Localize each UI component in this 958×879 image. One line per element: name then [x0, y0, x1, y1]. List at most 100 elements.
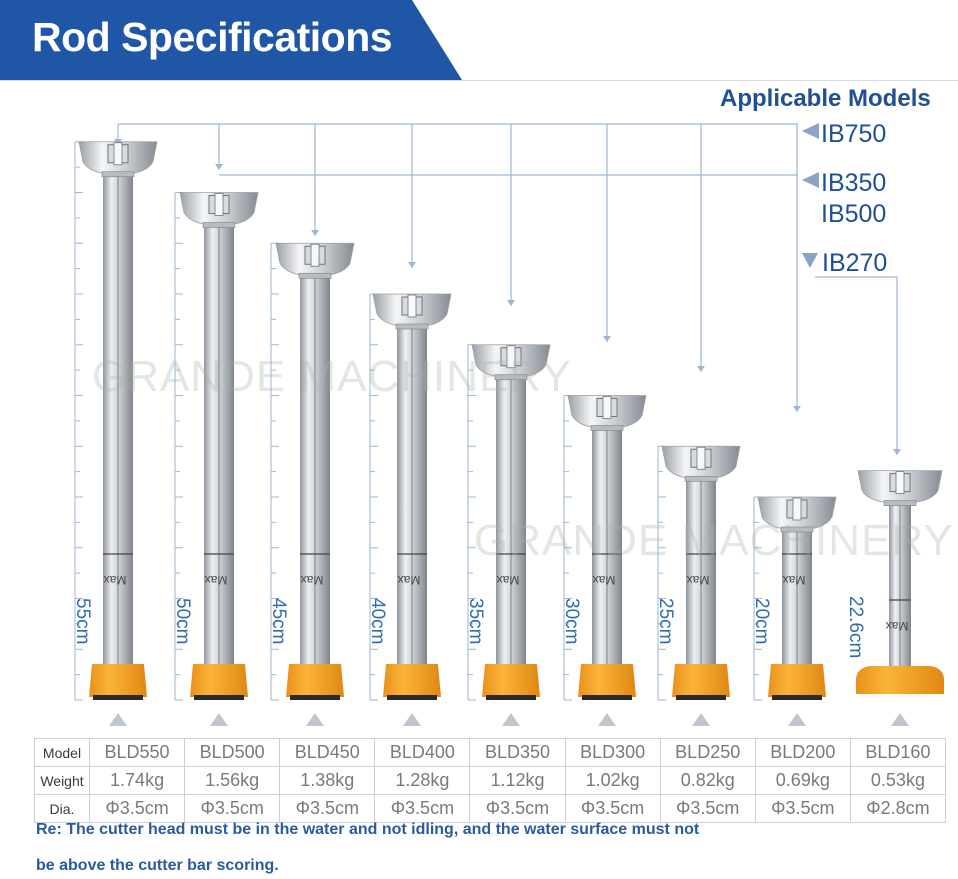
rod-base: [578, 664, 636, 697]
rod-base-foot: [676, 695, 726, 700]
watermark-text: GRANDE MACHINERY: [92, 352, 572, 401]
table-cell-diameter: Φ3.5cm: [564, 794, 661, 823]
cutter-collar: [395, 323, 429, 330]
pointer-triangle: [210, 713, 228, 726]
table-cell-diameter: Φ2.8cm: [849, 794, 947, 823]
pointer-triangle: [109, 713, 127, 726]
cutter-hub: [310, 243, 320, 267]
cutter-collar: [684, 475, 718, 482]
note-line-1: Re: The cutter head must be in the water…: [36, 821, 700, 838]
table-cell-weight: 0.53kg: [849, 766, 947, 795]
pointer-triangle: [306, 713, 324, 726]
cutter-collar: [298, 272, 332, 279]
cutter-collar: [202, 222, 236, 228]
connector-lines: [114, 123, 901, 455]
pointer-triangle: [502, 713, 520, 726]
row-header-diameter: Dia.: [34, 794, 90, 823]
table-cell-weight: 1.12kg: [469, 766, 566, 795]
connector-arrow: [311, 230, 319, 236]
height-label: 40cm: [367, 598, 388, 645]
cutter-collar: [780, 526, 814, 533]
pointer-triangle: [788, 713, 806, 726]
rods-group: Max Max Max Max Max Max Max Max Max: [78, 141, 944, 700]
rod-bld300: Max: [567, 395, 647, 700]
height-label: 25cm: [655, 598, 676, 645]
table-cell-diameter: Φ3.5cm: [754, 794, 851, 823]
rod-base-foot: [772, 695, 822, 700]
rod-bld550: Max: [78, 141, 158, 700]
table-row-diameter: Dia. Φ3.5cm Φ3.5cm Φ3.5cm Φ3.5cm Φ3.5cm Φ3.5c…: [34, 794, 947, 823]
rod-base: [383, 664, 441, 697]
rod-bld350: Max: [471, 344, 551, 700]
rod-base: [672, 664, 730, 697]
ruler-group: [74, 141, 762, 701]
table-cell-model: BLD300: [564, 738, 661, 767]
max-mark-text: Max: [593, 573, 616, 587]
table-cell-model: BLD250: [659, 738, 756, 767]
table-cell-diameter: Φ3.5cm: [469, 794, 566, 823]
rod-bld400: Max: [372, 293, 452, 700]
spec-table: Model BLD550 BLD500 BLD450 BLD400 BLD350 BLD3…: [34, 738, 947, 823]
cutter-hub: [506, 345, 516, 369]
table-cell-weight: 1.56kg: [184, 766, 281, 795]
table-cell-weight: 1.74kg: [88, 766, 186, 795]
pointer-triangles: [109, 713, 909, 726]
row-header-model: Model: [34, 738, 90, 767]
table-cell-diameter: Φ3.5cm: [659, 794, 756, 823]
table-cell-model: BLD550: [88, 738, 186, 767]
table-cell-diameter: Φ3.5cm: [374, 794, 471, 823]
table-cell-model: BLD160: [849, 738, 947, 767]
height-label: 55cm: [72, 598, 93, 645]
height-label: 22.6cm: [845, 596, 866, 659]
header-divider: [0, 80, 958, 81]
rod-base: [286, 664, 344, 697]
max-mark-text: Max: [687, 573, 710, 587]
cutter-hub: [792, 497, 802, 521]
model-tag-ib750: IB750: [802, 119, 886, 149]
rod-bld160: Max: [856, 470, 944, 694]
rod-bld450: Max: [275, 242, 355, 700]
rod-bld500: Max: [179, 192, 259, 700]
max-mark-text: Max: [301, 573, 324, 587]
table-cell-diameter: Φ3.5cm: [88, 794, 186, 823]
connector-arrow: [215, 164, 223, 170]
height-label: 45cm: [268, 598, 289, 645]
table-cell-model: BLD450: [279, 738, 376, 767]
height-label: 50cm: [172, 598, 193, 645]
max-mark-text: Max: [783, 573, 806, 587]
arrow-left-icon: [802, 123, 819, 139]
table-cell-weight: 1.02kg: [564, 766, 661, 795]
cutter-collar: [590, 425, 624, 431]
height-label: 30cm: [561, 598, 582, 645]
rod-base: [856, 666, 944, 694]
height-label: 20cm: [751, 598, 772, 645]
applicable-models-title: Applicable Models: [720, 85, 931, 112]
watermark-text: GRANDE MACHINERY: [474, 516, 954, 565]
rod-base-foot: [387, 695, 437, 700]
max-mark-text: Max: [104, 573, 127, 587]
max-mark-text: Max: [497, 573, 520, 587]
pointer-triangle: [891, 713, 909, 726]
model-tag-ib500: IB500: [821, 200, 887, 228]
table-cell-weight: 1.28kg: [374, 766, 471, 795]
table-cell-weight: 1.38kg: [279, 766, 376, 795]
connector-arrow: [893, 449, 901, 455]
cutter-hub: [696, 446, 706, 470]
rod-base-foot: [93, 695, 143, 700]
cutter-hub: [113, 142, 123, 166]
rod-base: [482, 664, 540, 697]
note-line-2: be above the cutter bar scoring.: [36, 857, 279, 874]
arrow-down-icon: [802, 253, 818, 268]
title-banner: [0, 0, 462, 80]
rod-base: [768, 664, 826, 697]
pointer-triangle: [598, 713, 616, 726]
arrow-left-icon: [802, 172, 819, 188]
table-cell-model: BLD350: [469, 738, 566, 767]
rods-illustration: Max Max Max Max Max Max Max Max Max: [74, 123, 944, 726]
table-cell-diameter: Φ3.5cm: [279, 794, 376, 823]
pointer-triangle: [692, 713, 710, 726]
cutter-hub: [602, 396, 612, 419]
table-row-model: Model BLD550 BLD500 BLD450 BLD400 BLD350 BLD3…: [34, 738, 947, 767]
height-label: 35cm: [465, 598, 486, 645]
table-cell-weight: 0.82kg: [659, 766, 756, 795]
